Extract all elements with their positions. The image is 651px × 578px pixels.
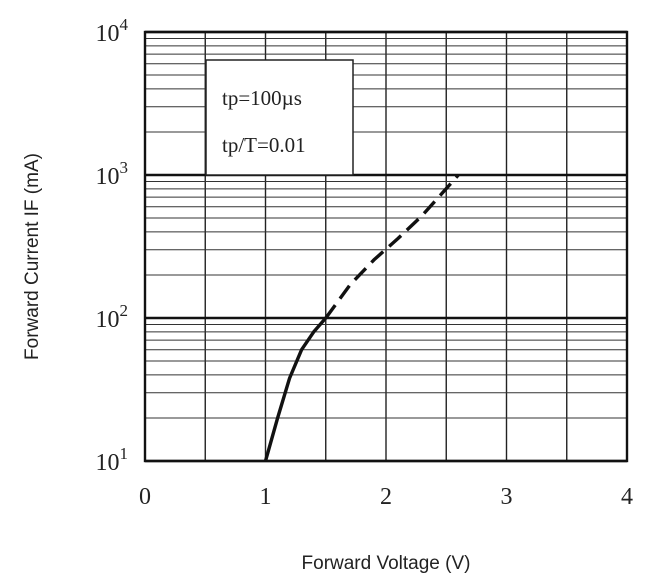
series-line-solid [263,316,328,462]
y-tick-label: 101 [96,444,129,476]
plot-frame [143,30,629,463]
x-axis-label: Forward Voltage (V) [302,553,471,574]
x-tick-label: 1 [260,484,272,510]
x-tick-label: 3 [501,484,513,510]
x-tick-label: 2 [380,484,392,510]
y-tick-label: 104 [96,15,129,47]
x-tick-labels: 0 1 2 3 4 [139,484,633,510]
y-axis-label: Forward Current IF (mA) [22,153,43,360]
series-line-dashed [324,173,460,320]
y-tick-label: 103 [96,158,129,190]
grid [143,30,629,463]
x-tick-label: 0 [139,484,151,510]
series [263,173,460,462]
annotation-box: tp=100µs tp/T=0.01 [205,59,354,176]
annotation-background [205,59,354,176]
annotation-pulse-width: tp=100µs [222,86,302,110]
annotation-duty-cycle: tp/T=0.01 [222,133,306,157]
y-tick-labels: 101 102 103 104 [96,15,129,476]
x-tick-label: 4 [621,484,633,510]
y-tick-label: 102 [96,301,129,333]
